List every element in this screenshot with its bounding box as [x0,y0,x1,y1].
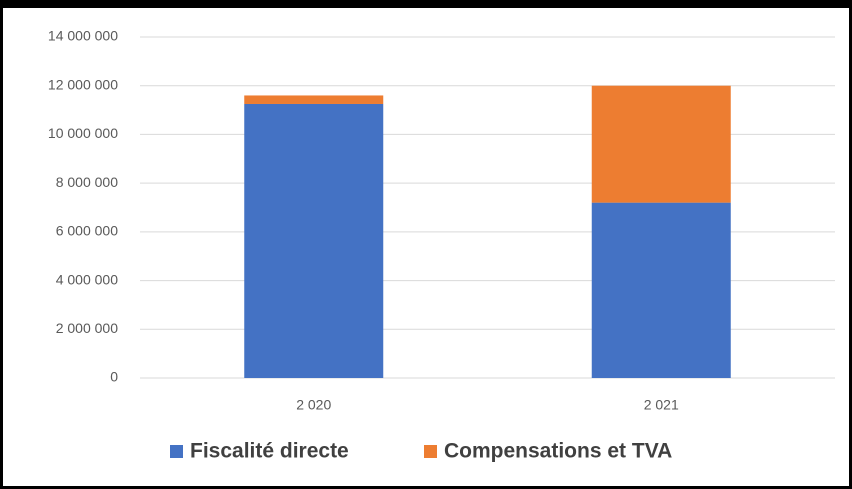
bar-segment [244,103,384,378]
frame-left [0,0,3,489]
bar-segment [244,95,384,104]
y-tick-label: 8 000 000 [56,174,118,190]
frame-right [849,0,852,489]
y-tick-label: 14 000 000 [48,28,118,44]
legend-label: Fiscalité directe [190,440,349,463]
legend-swatch [170,445,183,458]
y-tick-label: 6 000 000 [56,223,118,239]
y-tick-label: 4 000 000 [56,271,118,287]
frame-bottom [0,486,852,489]
legend-label: Compensations et TVA [444,440,672,463]
y-tick-label: 12 000 000 [48,76,118,92]
legend-swatch [424,445,437,458]
y-tick-label: 2 000 000 [56,320,118,336]
x-tick-label: 2 020 [296,397,331,413]
y-tick-label: 0 [110,369,118,385]
bar-segment [591,202,731,378]
bar-segment [591,85,731,203]
x-tick-label: 2 021 [644,397,679,413]
y-tick-label: 10 000 000 [48,125,118,141]
frame-top [0,0,852,8]
